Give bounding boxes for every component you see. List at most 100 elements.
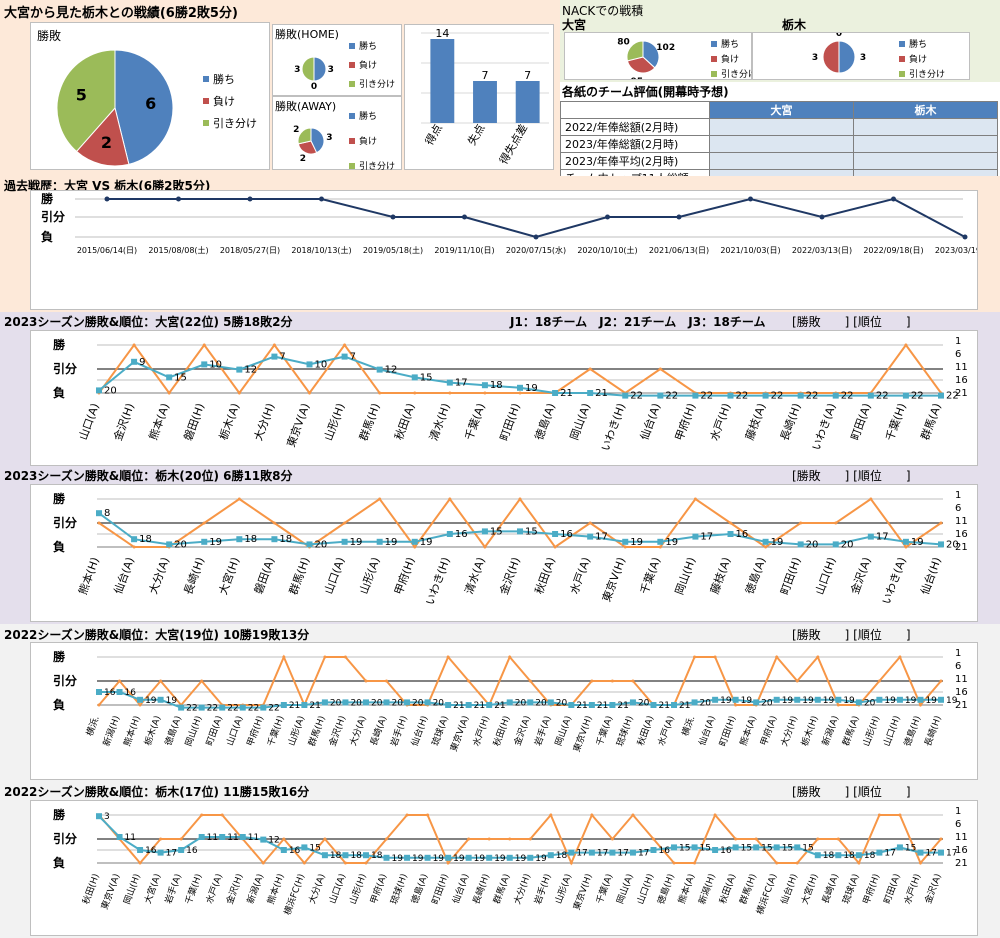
season-result-point xyxy=(508,837,512,841)
season-rank-label: 17 xyxy=(876,532,889,543)
season-result-point xyxy=(237,497,241,501)
season-rank-label: 22 xyxy=(268,704,279,714)
season-result-point xyxy=(385,837,389,841)
season-rank-marker xyxy=(609,702,616,708)
season-rank-label: 7 xyxy=(350,352,356,363)
season-rank-label: 17 xyxy=(884,849,895,859)
history-point xyxy=(748,196,753,202)
season-rank-marker xyxy=(219,834,226,840)
season-rank-label: 18 xyxy=(279,534,292,545)
season-rank-label: 8 xyxy=(104,508,110,519)
season-x-label: 新潟(A) xyxy=(819,714,841,747)
main-pie-chart: 6 2 5 xyxy=(56,49,174,167)
season-x-label: 水戸(H) xyxy=(901,872,923,906)
season-x-label: 町田(H) xyxy=(497,402,523,443)
season-rank-label: 15 xyxy=(700,843,711,853)
season-y-label: 引分 xyxy=(53,673,77,688)
eval-row: 2022/年俸総額(2月時) xyxy=(560,118,998,136)
season-result-point xyxy=(413,391,417,395)
season-x-label: 群馬(H) xyxy=(737,872,759,906)
season-rank-marker xyxy=(938,849,944,856)
history-x-label: 2015/06/14(日) xyxy=(77,246,137,255)
season-rank-label: 21 xyxy=(658,701,669,711)
nack-tochigi-legend-win-swatch xyxy=(899,40,905,47)
season-rank-marker xyxy=(342,699,349,706)
nack-tochigi-legend-draw-swatch xyxy=(899,70,905,77)
season-rank-label: 22 xyxy=(207,704,218,714)
eval-header-row: 大宮 栃木 xyxy=(560,101,998,119)
season-rank-label: 19 xyxy=(905,696,917,706)
season-rank-label: 3 xyxy=(104,812,110,822)
season-x-label: 岡山(H) xyxy=(183,714,204,748)
season-rank-label: 19 xyxy=(911,537,924,548)
season-result-point xyxy=(836,837,840,841)
season-rank-label: 20 xyxy=(330,698,342,708)
history-x-label: 2021/06/13(日) xyxy=(649,246,709,255)
season-x-label: 岩手(H) xyxy=(531,872,553,906)
season-result-point xyxy=(343,861,347,865)
season-rank-marker xyxy=(157,849,164,856)
season-rank-label: 19 xyxy=(453,854,465,864)
season-rank-marker xyxy=(280,702,287,708)
home-pie-slice-label: 3 xyxy=(294,65,300,75)
nack-tochigi-legend-loss-swatch xyxy=(899,55,905,62)
legend-loss: 負け xyxy=(203,93,257,109)
season-rank-marker xyxy=(301,844,308,851)
season-rank-tick: 1 xyxy=(955,806,961,817)
eval-row: 2023/年俸総額(2月時) xyxy=(560,135,998,153)
season-rank-tick: 21 xyxy=(955,388,968,399)
season-result-point xyxy=(528,679,532,683)
home-legend-draw: 引き分け xyxy=(349,77,395,90)
season-result-point xyxy=(877,679,881,683)
season-x-label: 仙台(A) xyxy=(111,555,137,596)
season-result-point xyxy=(202,343,206,347)
season-result-point xyxy=(799,521,803,525)
season-result-point xyxy=(282,655,286,659)
season-rank-marker xyxy=(692,533,699,540)
season-x-label: 群馬(H) xyxy=(306,714,328,748)
s22o-panel: 勝引分負 1 6 11 16 21 16 16 19 19 22 22 22 22 22 21 21 20 20 20… xyxy=(30,642,978,780)
season-y-label: 引分 xyxy=(53,515,77,530)
season-rank-label: 17 xyxy=(946,849,957,859)
season-result-point xyxy=(343,521,347,525)
season-x-label: 町田(A) xyxy=(882,872,903,905)
season-rank-marker xyxy=(411,374,418,381)
s22t-legend: [勝敗 ] [順位 ] xyxy=(792,781,911,800)
season-rank-marker xyxy=(797,541,804,548)
season-rank-label: 21 xyxy=(576,701,587,711)
season-x-label: 大分(H) xyxy=(251,401,277,442)
season-x-label: 岡山(A) xyxy=(615,872,636,905)
history-point xyxy=(462,214,467,220)
season-rank-marker xyxy=(622,392,629,399)
season-rank-label: 22 xyxy=(186,704,197,714)
season-rank-marker xyxy=(814,696,821,703)
eval-row: 2023/年俸平均(2月時) xyxy=(560,152,998,170)
season-result-point xyxy=(364,679,368,683)
season-rank-label: 22 xyxy=(665,391,678,402)
season-rank-label: 22 xyxy=(806,391,819,402)
season-x-label: 横浜. xyxy=(679,714,697,738)
home-legend-draw-label: 引き分け xyxy=(359,80,396,90)
season-result-point xyxy=(588,521,592,525)
season-x-label: 大宮(A) xyxy=(141,872,163,905)
nack-tochigi-pie-slice xyxy=(838,40,856,74)
season-rank-marker xyxy=(876,849,883,856)
history-panel: 勝引分負 2015/06/14(日) 2015/08/08(土) 2018/05/27… xyxy=(30,190,978,310)
season-rank-label: 20 xyxy=(315,539,328,550)
season-rank-label: 15 xyxy=(761,843,772,853)
goals-bar xyxy=(473,81,497,123)
season-x-label: 仙台(H) xyxy=(408,714,430,748)
season-result-point xyxy=(623,545,627,549)
season-result-point xyxy=(448,391,452,395)
season-rank-label: 15 xyxy=(782,843,793,853)
season-x-label: 長崎(H) xyxy=(777,401,803,442)
goals-bar-category-label: 得点 xyxy=(423,122,445,148)
history-point xyxy=(104,196,110,202)
season-rank-label: 19 xyxy=(474,854,486,864)
season-rank-marker xyxy=(732,844,739,851)
season-rank-marker xyxy=(732,696,739,703)
season-rank-marker xyxy=(362,699,369,706)
history-title: 過去戦歴：大宮 VS 栃木(6勝2敗5分) xyxy=(4,179,211,193)
